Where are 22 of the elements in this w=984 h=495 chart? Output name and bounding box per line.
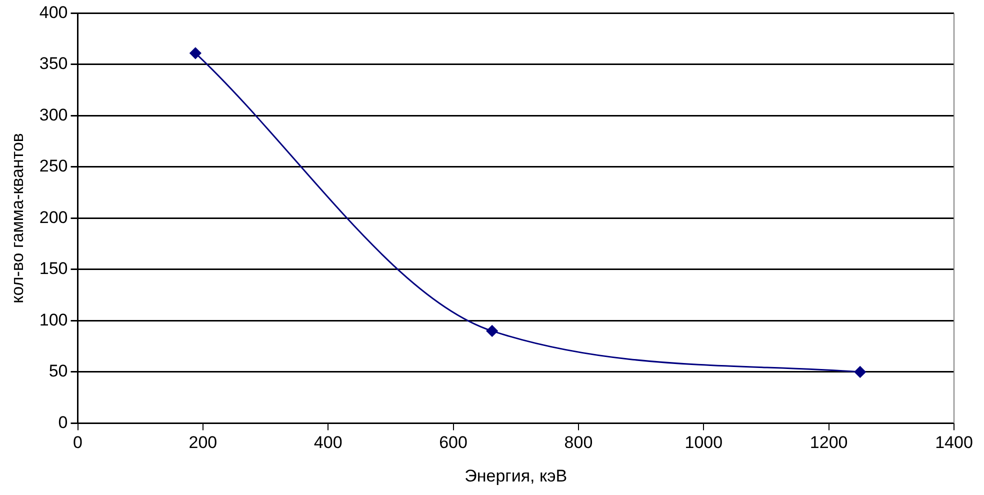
y-tick-label: 150 [39, 259, 68, 278]
x-tick-label: 800 [564, 433, 593, 452]
y-tick-label: 300 [39, 105, 68, 124]
x-tick-label: 400 [314, 433, 342, 452]
point [486, 325, 498, 337]
y-tick-label: 400 [39, 2, 68, 22]
x-tick-label: 1200 [810, 433, 848, 452]
y-tick-label: 250 [39, 156, 68, 176]
x-tick-label: 200 [188, 433, 218, 452]
point [854, 366, 866, 378]
x-tick-label: 1000 [684, 433, 723, 452]
y-tick-label: 100 [39, 310, 68, 330]
x-axis-title: Энергия, кэВ [464, 466, 568, 486]
x-tick-label: 0 [73, 433, 82, 452]
y-tick-label: 350 [39, 54, 68, 74]
y-tick-label: 0 [58, 412, 68, 432]
point [190, 47, 202, 59]
x-tick-label: 600 [439, 433, 468, 452]
y-tick-label: 50 [48, 362, 68, 381]
y-axis-title: кол-во гамма-квантов [8, 133, 27, 304]
x-tick-label: 1400 [935, 433, 973, 452]
y-tick-label: 200 [39, 208, 68, 227]
